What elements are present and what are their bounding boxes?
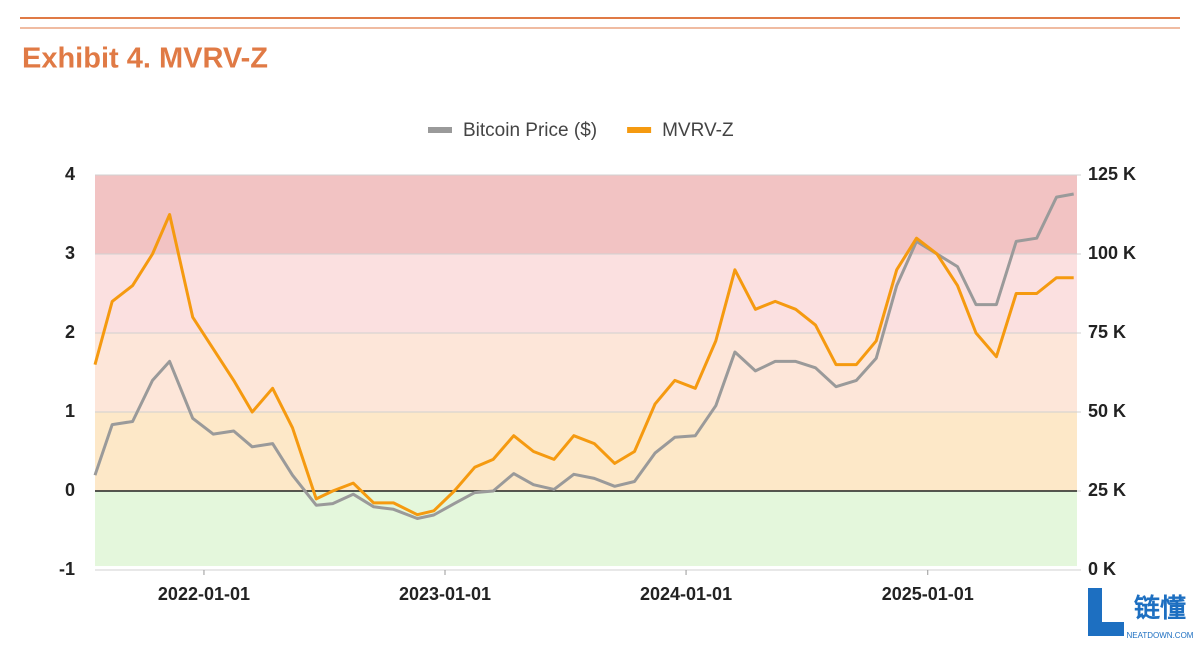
legend-label: Bitcoin Price ($) (463, 120, 597, 141)
zone (95, 491, 1077, 567)
y-tick-label: 0 (65, 480, 75, 500)
y2-tick-label: 100 K (1088, 243, 1136, 263)
x-tick-label: 2022-01-01 (158, 584, 250, 604)
zone (95, 175, 1077, 254)
series-line (93, 192, 1074, 520)
y-tick-label: 3 (65, 243, 75, 263)
plot-area: -1 0 1 2 3 4 0 K 25 K 50 K 75 K 100 K 125 K 2022-01-… (59, 120, 1136, 604)
y-tick-label: 2 (65, 322, 75, 342)
y2-tick-label: 0 K (1088, 559, 1116, 579)
y2-tick-label: 50 K (1088, 401, 1126, 421)
x-tick-label: 2025-01-01 (882, 584, 974, 604)
y-tick-label: -1 (59, 559, 75, 579)
legend-label: MVRV-Z (662, 120, 734, 141)
zone (95, 254, 1077, 333)
y-tick-label: 1 (65, 401, 75, 421)
zone (95, 412, 1077, 491)
y-tick-label: 4 (65, 164, 75, 184)
y2-tick-label: 25 K (1088, 480, 1126, 500)
logo (1088, 588, 1124, 636)
x-tick-label: 2023-01-01 (399, 584, 491, 604)
zone (95, 333, 1077, 412)
x-tick-label: 2024-01-01 (640, 584, 732, 604)
series-line (93, 213, 1074, 517)
watermark-name: 链懂 (1134, 593, 1186, 623)
chart-title: Exhibit 4. MVRV-Z (22, 43, 268, 75)
watermark-site: NEATDOWN.COM (1127, 631, 1194, 640)
y2-tick-label: 125 K (1088, 164, 1136, 184)
y2-tick-label: 75 K (1088, 322, 1126, 342)
